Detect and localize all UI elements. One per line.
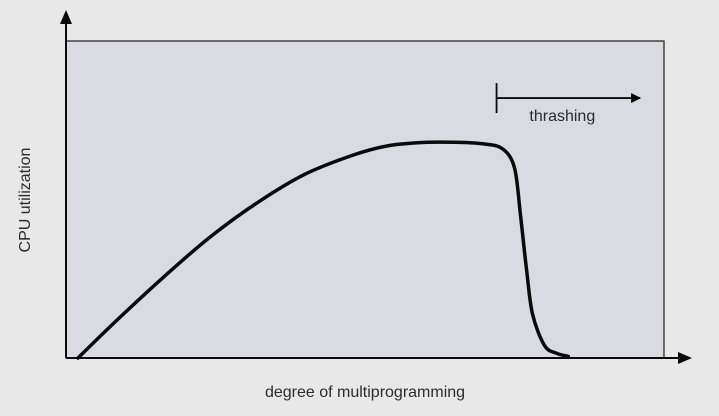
y-axis-arrow-icon: [60, 10, 72, 24]
thrashing-annotation: thrashing: [495, 83, 642, 125]
utilization-curve: [76, 140, 571, 360]
x-axis-label: degree of multiprogramming: [265, 384, 465, 401]
plot-area: [65, 40, 665, 359]
y-axis-label: CPU utilization: [17, 148, 34, 253]
thrashing-label: thrashing: [529, 108, 595, 125]
x-axis-arrow-icon: [678, 352, 692, 364]
